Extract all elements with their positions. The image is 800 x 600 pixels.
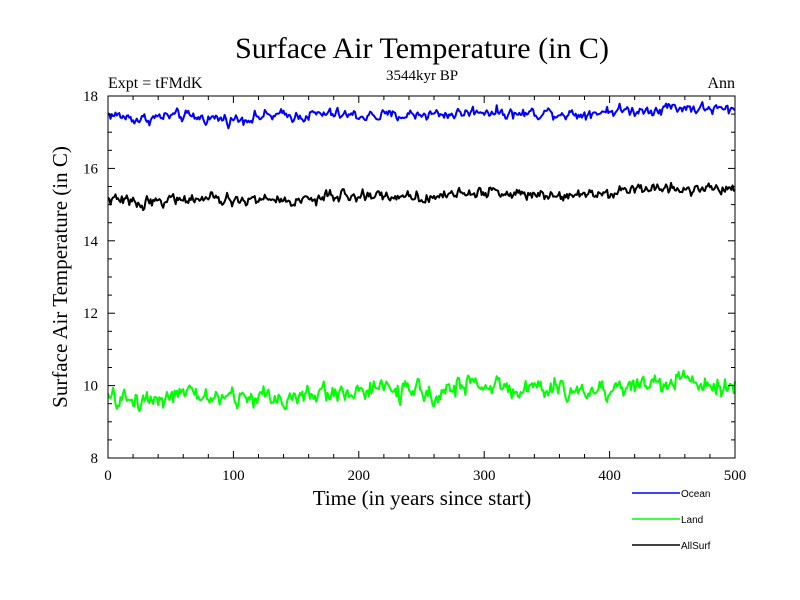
legend: Ocean Land AllSurf [632, 489, 711, 552]
experiment-label: Expt = tFMdK [108, 75, 203, 92]
series-line-ocean [107, 101, 736, 130]
chart-title: Surface Air Temperature (in C) [235, 32, 609, 65]
tick-layer: 0 100 200 300 400 500 8 10 12 14 16 18 [83, 89, 746, 484]
chart-subtitle: 3544kyr BP [386, 68, 458, 84]
x-tick-label: 500 [724, 468, 747, 484]
y-tick-label: 10 [83, 379, 98, 395]
series-line-land [107, 369, 736, 413]
y-tick-label: 16 [83, 161, 99, 177]
legend-label-ocean: Ocean [681, 489, 710, 500]
plot-frame [107, 95, 736, 459]
series-layer [107, 101, 736, 413]
series-line-allsurf [107, 181, 735, 212]
x-tick-label: 300 [473, 468, 496, 484]
x-axis-label: Time (in years since start) [313, 486, 532, 510]
x-tick-label: 100 [222, 468, 245, 484]
y-tick-label: 14 [83, 234, 99, 250]
y-tick-label: 8 [91, 451, 99, 467]
x-tick-label: 400 [598, 468, 621, 484]
y-tick-label: 18 [83, 89, 98, 105]
x-tick-label: 0 [104, 468, 112, 484]
legend-label-land: Land [681, 515, 703, 526]
season-label: Ann [707, 75, 735, 92]
legend-label-allsurf: AllSurf [681, 541, 711, 552]
x-tick-label: 200 [348, 468, 371, 484]
y-axis-label: Surface Air Temperature (in C) [48, 146, 72, 408]
y-tick-label: 12 [83, 306, 98, 322]
